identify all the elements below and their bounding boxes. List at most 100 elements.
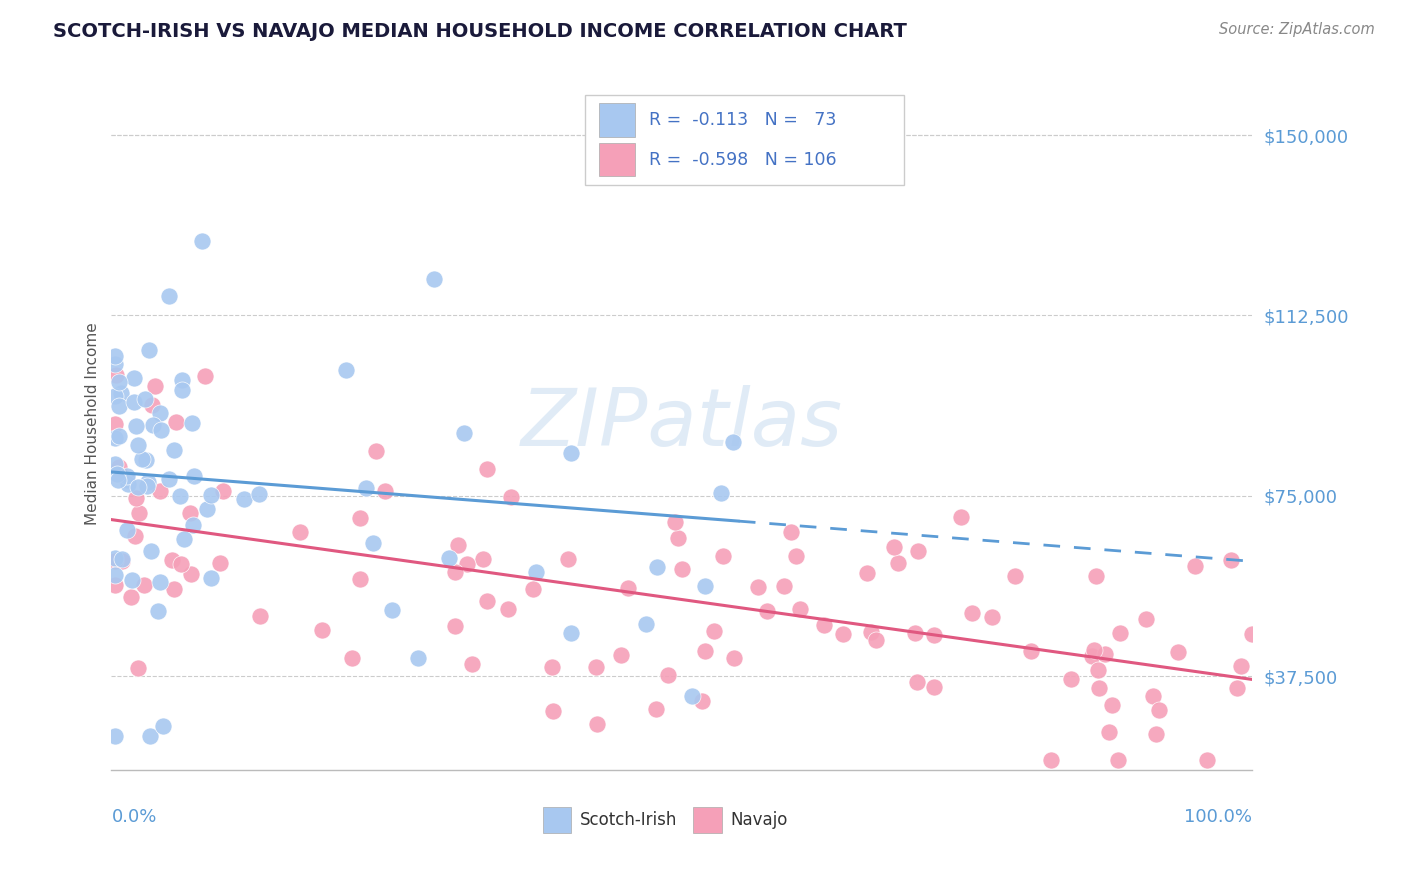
Point <box>1135 612 1157 626</box>
Point <box>139 543 162 558</box>
Point <box>110 386 132 401</box>
Point <box>125 418 148 433</box>
Point <box>104 551 127 566</box>
Point <box>335 363 357 377</box>
Text: SCOTCH-IRISH VS NAVAJO MEDIAN HOUSEHOLD INCOME CORRELATION CHART: SCOTCH-IRISH VS NAVAJO MEDIAN HOUSEHOLD … <box>53 22 907 41</box>
Point <box>104 578 127 592</box>
Point <box>146 604 169 618</box>
Point <box>170 558 193 572</box>
Point <box>381 603 404 617</box>
Point <box>1004 569 1026 583</box>
Point <box>138 343 160 358</box>
Point <box>104 432 127 446</box>
Point <box>134 392 156 407</box>
Point <box>883 541 905 555</box>
Point <box>657 668 679 682</box>
Point <box>585 660 607 674</box>
Point <box>122 394 145 409</box>
Point <box>247 487 270 501</box>
Point <box>456 557 478 571</box>
Point <box>288 524 311 539</box>
Point <box>560 625 582 640</box>
Point <box>747 581 769 595</box>
Point <box>501 490 523 504</box>
Point <box>496 602 519 616</box>
Point <box>886 556 908 570</box>
Point <box>136 475 159 490</box>
Point <box>1184 559 1206 574</box>
Point <box>104 729 127 743</box>
Point <box>127 438 149 452</box>
Text: R =  -0.598   N = 106: R = -0.598 N = 106 <box>648 151 837 169</box>
Point <box>1094 647 1116 661</box>
Point <box>366 444 388 458</box>
Point <box>340 651 363 665</box>
Point <box>127 479 149 493</box>
Point <box>1230 658 1253 673</box>
Point <box>157 289 180 303</box>
Point <box>666 532 689 546</box>
Point <box>922 627 945 641</box>
Point <box>163 582 186 596</box>
Point <box>110 551 132 566</box>
Point <box>180 567 202 582</box>
Point <box>860 624 883 639</box>
Point <box>676 137 699 152</box>
Point <box>1087 663 1109 677</box>
Point <box>789 602 811 616</box>
Point <box>132 578 155 592</box>
Point <box>141 398 163 412</box>
Point <box>124 371 146 385</box>
Point <box>907 544 929 558</box>
Bar <box>599 103 636 136</box>
Point <box>636 617 658 632</box>
Point <box>721 434 744 449</box>
Point <box>120 591 142 605</box>
Point <box>703 624 725 638</box>
Point <box>408 651 430 665</box>
Point <box>152 719 174 733</box>
Point <box>671 562 693 576</box>
Point <box>127 660 149 674</box>
Point <box>524 565 547 579</box>
Point <box>1108 626 1130 640</box>
Point <box>173 533 195 547</box>
Bar <box>543 806 571 833</box>
Point <box>354 481 377 495</box>
Point <box>121 574 143 588</box>
Text: 100.0%: 100.0% <box>1184 808 1253 826</box>
Point <box>710 485 733 500</box>
Point <box>233 491 256 506</box>
Point <box>349 511 371 525</box>
Point <box>1144 727 1167 741</box>
Point <box>249 608 271 623</box>
Point <box>135 453 157 467</box>
Point <box>138 729 160 743</box>
Point <box>195 502 218 516</box>
Point <box>713 549 735 563</box>
Point <box>104 554 127 568</box>
Point <box>181 518 204 533</box>
Point <box>131 452 153 467</box>
Point <box>162 442 184 457</box>
Point <box>1101 698 1123 712</box>
Point <box>423 272 446 286</box>
Point <box>1060 672 1083 686</box>
Point <box>1040 753 1063 767</box>
Point <box>194 368 217 383</box>
Point <box>104 417 127 431</box>
Point <box>557 552 579 566</box>
Point <box>682 689 704 703</box>
Point <box>104 568 127 582</box>
Point <box>950 510 973 524</box>
Point <box>905 674 928 689</box>
Point <box>361 536 384 550</box>
Text: 0.0%: 0.0% <box>111 808 157 826</box>
Point <box>447 538 470 552</box>
Text: Navajo: Navajo <box>731 811 789 829</box>
Text: R =  -0.113   N =   73: R = -0.113 N = 73 <box>648 111 837 129</box>
Point <box>1219 552 1241 566</box>
Point <box>115 469 138 483</box>
Point <box>586 717 609 731</box>
Text: Scotch-Irish: Scotch-Irish <box>581 811 678 829</box>
